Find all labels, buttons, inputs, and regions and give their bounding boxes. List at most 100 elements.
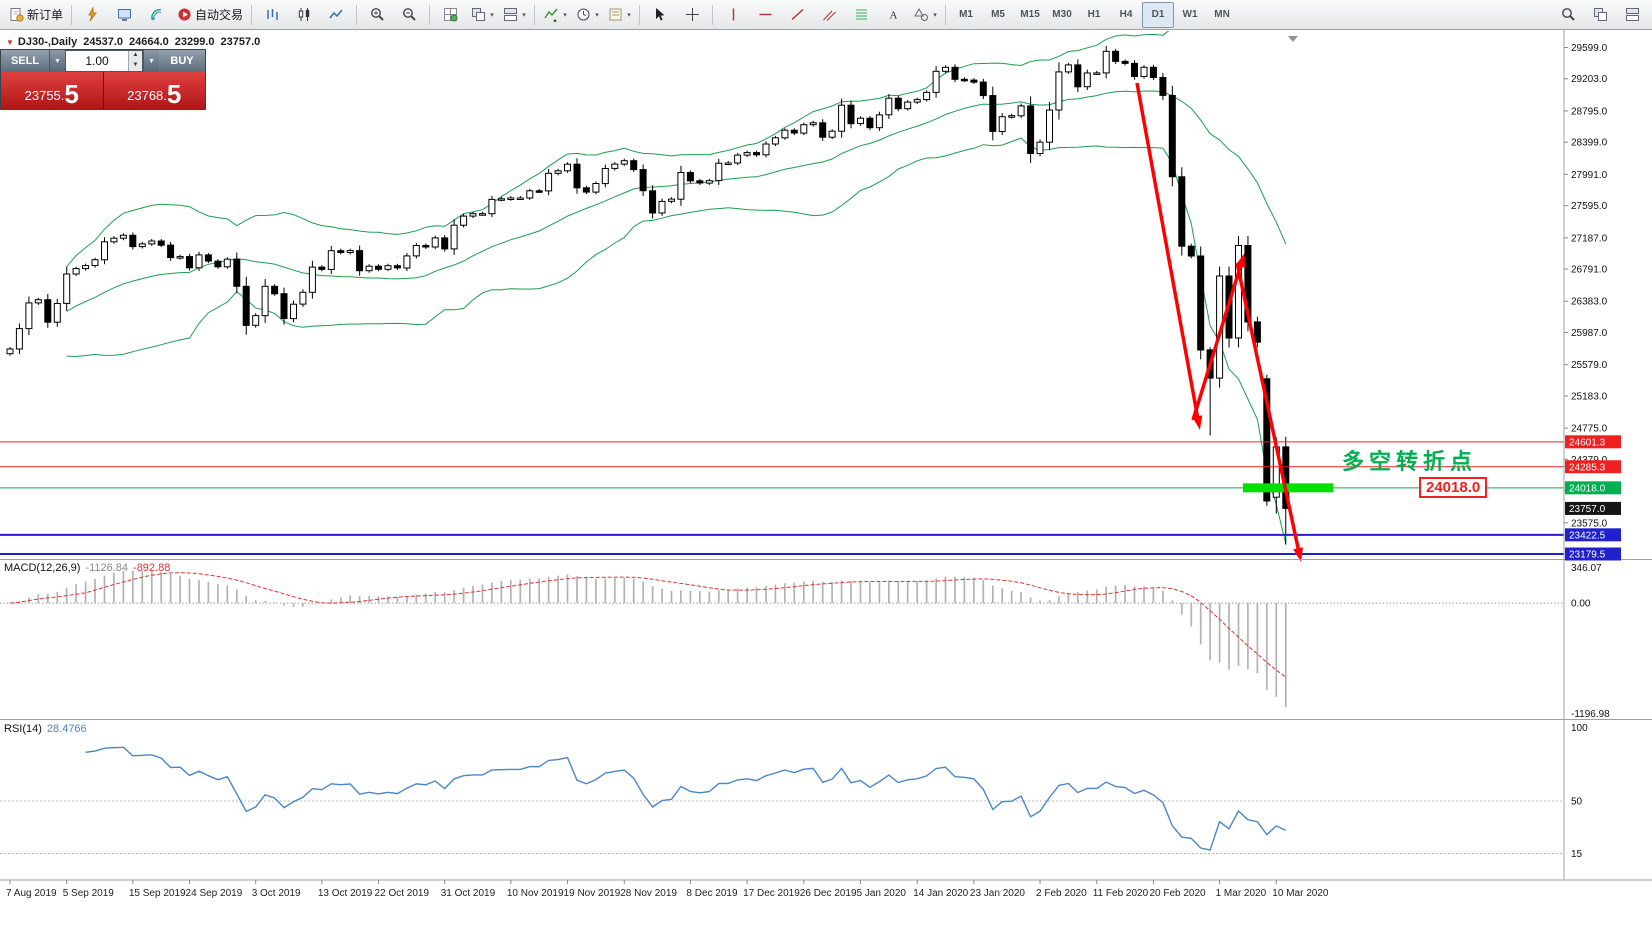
timeframe-mn-button[interactable]: MN [1206, 2, 1238, 28]
trend-arrow[interactable] [1135, 82, 1203, 430]
timeframe-label: M15 [1020, 9, 1040, 20]
vertical-line-button[interactable] [717, 2, 749, 28]
periods-button[interactable]: ▾ [571, 2, 603, 28]
timeframe-h4-button[interactable]: H4 [1110, 2, 1142, 28]
zoom-in-button[interactable] [361, 2, 393, 28]
time-axis-label[interactable]: 11 Feb 2020 [1093, 888, 1149, 899]
toolbar-separator [356, 4, 358, 25]
timeframe-m5-button[interactable]: M5 [982, 2, 1014, 28]
time-axis-label[interactable]: 24 Sep 2019 [186, 888, 243, 899]
time-axis-label[interactable]: 2 Feb 2020 [1036, 888, 1087, 899]
time-axis-label[interactable]: 26 Dec 2019 [800, 888, 857, 899]
time-axis-label[interactable]: 23 Jan 2020 [970, 888, 1025, 899]
dropdown-caret-icon[interactable]: ▾ [595, 11, 599, 19]
timeframe-h1-button[interactable]: H1 [1078, 2, 1110, 28]
timeframe-m15-button[interactable]: M15 [1014, 2, 1046, 28]
price-tick-label: 27187.0 [1571, 233, 1608, 244]
support-highlight-bar[interactable] [1243, 483, 1333, 493]
timeframe-m30-button[interactable]: M30 [1046, 2, 1078, 28]
new-order-button[interactable]: 新订单 [4, 2, 67, 28]
horizontal-line-button[interactable] [749, 2, 781, 28]
time-axis-label[interactable]: 22 Oct 2019 [375, 888, 430, 899]
buy-price-button[interactable]: 23768. 5 [103, 72, 205, 109]
templates-button[interactable]: ▾ [603, 2, 635, 28]
time-axis-label[interactable]: 5 Jan 2020 [857, 888, 907, 899]
time-axis-label[interactable]: 15 Sep 2019 [129, 888, 186, 899]
time-axis-label[interactable]: 13 Oct 2019 [318, 888, 373, 899]
autoscroll-marker-icon[interactable] [1288, 36, 1298, 42]
quick-trade-button[interactable] [76, 2, 108, 28]
trend-arrow[interactable] [1191, 253, 1246, 421]
line-chart-button[interactable] [320, 2, 352, 28]
volume-stepper[interactable]: ▲ ▼ [128, 51, 142, 71]
chart-profiles-button[interactable] [1616, 2, 1648, 28]
arrange-windows-button[interactable]: ▾ [498, 2, 530, 28]
arrows-shapes-button[interactable]: ▾ [909, 2, 941, 28]
buy-button[interactable]: BUY [159, 50, 205, 72]
trendline-button[interactable] [781, 2, 813, 28]
ohlc-open: 24537.0 [83, 36, 123, 48]
crosshair-button[interactable] [676, 2, 708, 28]
signals-button[interactable] [140, 2, 172, 28]
dropdown-caret-icon[interactable]: ▾ [627, 11, 631, 19]
time-axis-label[interactable]: 5 Sep 2019 [63, 888, 115, 899]
clock-icon [575, 7, 591, 23]
market-watch-button[interactable] [108, 2, 140, 28]
indicator-icon [543, 7, 559, 23]
zoom-out-button[interactable] [393, 2, 425, 28]
time-axis-label[interactable]: 7 Aug 2019 [6, 888, 57, 899]
candles-chart-button[interactable] [288, 2, 320, 28]
volume-input[interactable]: 1.00 ▲ ▼ [65, 50, 143, 72]
time-axis-label[interactable]: 1 Mar 2020 [1216, 888, 1267, 899]
trend-arrow[interactable] [1235, 262, 1304, 562]
volume-up-icon[interactable]: ▲ [129, 51, 142, 61]
text-label-button[interactable]: A [877, 2, 909, 28]
tile-windows-button[interactable] [434, 2, 466, 28]
collapse-arrow-icon[interactable]: ▼ [6, 37, 14, 47]
bars-chart-button[interactable] [256, 2, 288, 28]
sell-price-button[interactable]: 23755. 5 [1, 72, 103, 109]
timeframe-w1-button[interactable]: W1 [1174, 2, 1206, 28]
volume-value[interactable]: 1.00 [85, 54, 109, 68]
fibonacci-retracement-button[interactable] [845, 2, 877, 28]
symbol-search-button[interactable] [1552, 2, 1584, 28]
time-axis-label[interactable]: 28 Nov 2019 [620, 888, 677, 899]
time-axis-label[interactable]: 10 Nov 2019 [507, 888, 564, 899]
time-axis-label[interactable]: 17 Dec 2019 [743, 888, 800, 899]
sell-options-caret-icon[interactable]: ▼ [49, 50, 65, 72]
timeframe-m1-button[interactable]: M1 [950, 2, 982, 28]
volume-down-icon[interactable]: ▼ [129, 61, 142, 71]
dropdown-caret-icon[interactable]: ▾ [933, 11, 937, 19]
time-axis-label[interactable]: 10 Mar 2020 [1272, 888, 1329, 899]
new-chart-window-button[interactable] [1584, 2, 1616, 28]
autotrading-button[interactable]: 自动交易 [172, 2, 247, 28]
dropdown-caret-icon[interactable]: ▾ [490, 11, 494, 19]
time-axis-label[interactable]: 19 Nov 2019 [564, 888, 621, 899]
cascade-windows-button[interactable]: ▾ [466, 2, 498, 28]
time-axis-label[interactable]: 8 Dec 2019 [686, 888, 738, 899]
sell-button[interactable]: SELL [1, 50, 49, 72]
svg-text:A: A [889, 10, 897, 22]
equidistant-channel-button[interactable] [813, 2, 845, 28]
price-callout[interactable]: 24018.0 [1419, 477, 1488, 498]
indicators-list-button[interactable]: ▾ [539, 2, 571, 28]
dropdown-caret-icon[interactable]: ▾ [522, 11, 526, 19]
timeframe-d1-button[interactable]: D1 [1142, 1, 1175, 28]
time-axis-label[interactable]: 20 Feb 2020 [1149, 888, 1206, 899]
dropdown-caret-icon[interactable]: ▾ [563, 11, 567, 19]
vline-icon [725, 7, 741, 23]
candles-series[interactable] [6, 45, 1290, 545]
macd-histogram [18, 570, 1287, 708]
price-tick-label: 26383.0 [1571, 297, 1608, 308]
time-axis-label[interactable]: 31 Oct 2019 [441, 888, 496, 899]
buy-options-caret-icon[interactable]: ▼ [143, 50, 159, 72]
turning-point-annotation[interactable]: 多空转折点 [1342, 449, 1478, 474]
time-axis-label[interactable]: 3 Oct 2019 [252, 888, 301, 899]
timeframe-label: H4 [1119, 9, 1133, 20]
trade-panel-header: SELL ▼ 1.00 ▲ ▼ ▼ BUY [1, 50, 205, 72]
time-axis-label[interactable]: 14 Jan 2020 [913, 888, 968, 899]
play-red-icon [176, 7, 192, 23]
cursor-button[interactable] [644, 2, 676, 28]
